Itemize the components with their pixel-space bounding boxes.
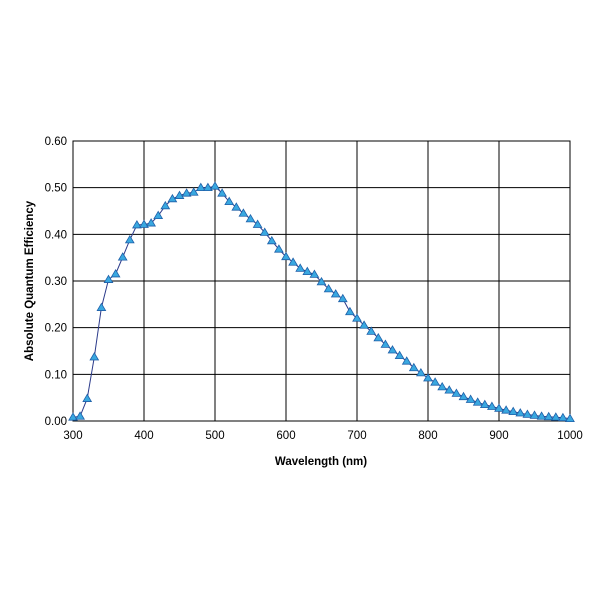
series-markers	[68, 181, 575, 423]
data-point	[160, 200, 171, 210]
data-point	[266, 235, 277, 245]
data-point	[423, 373, 433, 382]
data-point	[352, 313, 362, 322]
data-point	[217, 188, 227, 197]
x-tick-label: 800	[418, 430, 437, 442]
data-point	[323, 283, 334, 293]
series-line	[72, 185, 571, 420]
data-point	[416, 367, 426, 377]
data-point	[479, 399, 490, 409]
data-point	[558, 412, 568, 422]
data-point	[252, 219, 263, 228]
data-point	[472, 397, 483, 406]
data-point	[103, 274, 114, 283]
data-point	[139, 219, 149, 228]
series-polyline	[72, 185, 571, 420]
y-tick-label: 0.50	[45, 183, 67, 195]
data-point	[195, 182, 206, 192]
x-axis-title: Wavelength (nm)	[275, 456, 367, 468]
x-tick-label: 600	[276, 430, 295, 442]
data-point	[494, 403, 504, 412]
data-point	[408, 362, 419, 372]
data-point	[366, 326, 377, 335]
data-point	[181, 188, 192, 197]
data-point	[75, 411, 85, 420]
y-tick-label: 0.20	[45, 323, 67, 335]
data-point	[302, 266, 313, 276]
data-point	[444, 385, 455, 394]
data-point	[487, 401, 497, 410]
data-point	[259, 227, 270, 236]
y-tick-label: 0.60	[45, 136, 67, 148]
data-point	[288, 257, 298, 266]
data-point	[188, 187, 199, 196]
data-point	[132, 220, 142, 229]
x-tick-label: 900	[489, 430, 508, 442]
data-point	[82, 393, 93, 402]
data-point	[522, 409, 533, 418]
data-point	[274, 244, 284, 253]
data-point	[508, 406, 519, 416]
data-point	[110, 269, 121, 278]
data-point	[245, 213, 256, 223]
tick-labels: 300 400 500 600 700 800 900 1000 0.00 0.10 0.20 0.3…	[45, 136, 583, 442]
x-tick-label: 1000	[557, 430, 583, 442]
data-point	[430, 377, 440, 386]
data-point	[359, 320, 369, 329]
data-point	[501, 405, 511, 414]
data-point	[380, 339, 391, 348]
y-axis-title: Absolute Quantum Efficiency	[24, 200, 36, 361]
data-point	[387, 345, 398, 354]
y-tick-label: 0.00	[45, 416, 67, 428]
data-point	[124, 234, 135, 244]
data-point	[153, 210, 164, 220]
data-point	[330, 289, 341, 298]
y-tick-label: 0.10	[45, 369, 67, 381]
data-point	[394, 350, 405, 360]
data-point	[281, 251, 291, 261]
data-point	[536, 411, 547, 420]
data-point	[543, 411, 554, 421]
x-tick-label: 700	[347, 430, 366, 442]
data-point	[316, 276, 327, 286]
data-point	[96, 302, 107, 311]
data-point	[210, 181, 220, 190]
data-point	[550, 412, 561, 421]
data-point	[345, 306, 355, 316]
data-point	[465, 394, 476, 403]
x-tick-label: 300	[63, 430, 82, 442]
data-point	[231, 202, 242, 211]
data-point	[458, 391, 469, 401]
grid	[72, 140, 571, 422]
data-point	[68, 412, 78, 421]
y-tick-label: 0.30	[45, 276, 67, 288]
data-point	[238, 208, 249, 217]
data-point	[309, 269, 320, 278]
data-point	[337, 293, 348, 303]
data-point	[117, 252, 128, 261]
data-point	[529, 410, 540, 419]
data-point	[203, 182, 213, 192]
data-point	[167, 193, 178, 203]
y-tick-label: 0.40	[45, 229, 67, 241]
data-point	[295, 263, 306, 272]
data-point	[565, 413, 575, 423]
data-point	[373, 332, 384, 342]
data-point	[451, 388, 462, 397]
x-tick-label: 500	[205, 430, 224, 442]
data-point	[401, 356, 412, 365]
plot-border	[72, 140, 571, 422]
data-point	[437, 381, 448, 391]
data-point	[224, 196, 235, 206]
x-tick-label: 400	[134, 430, 153, 442]
data-point	[89, 352, 100, 361]
data-point	[515, 408, 526, 417]
data-point	[146, 218, 156, 227]
data-point	[174, 190, 185, 199]
